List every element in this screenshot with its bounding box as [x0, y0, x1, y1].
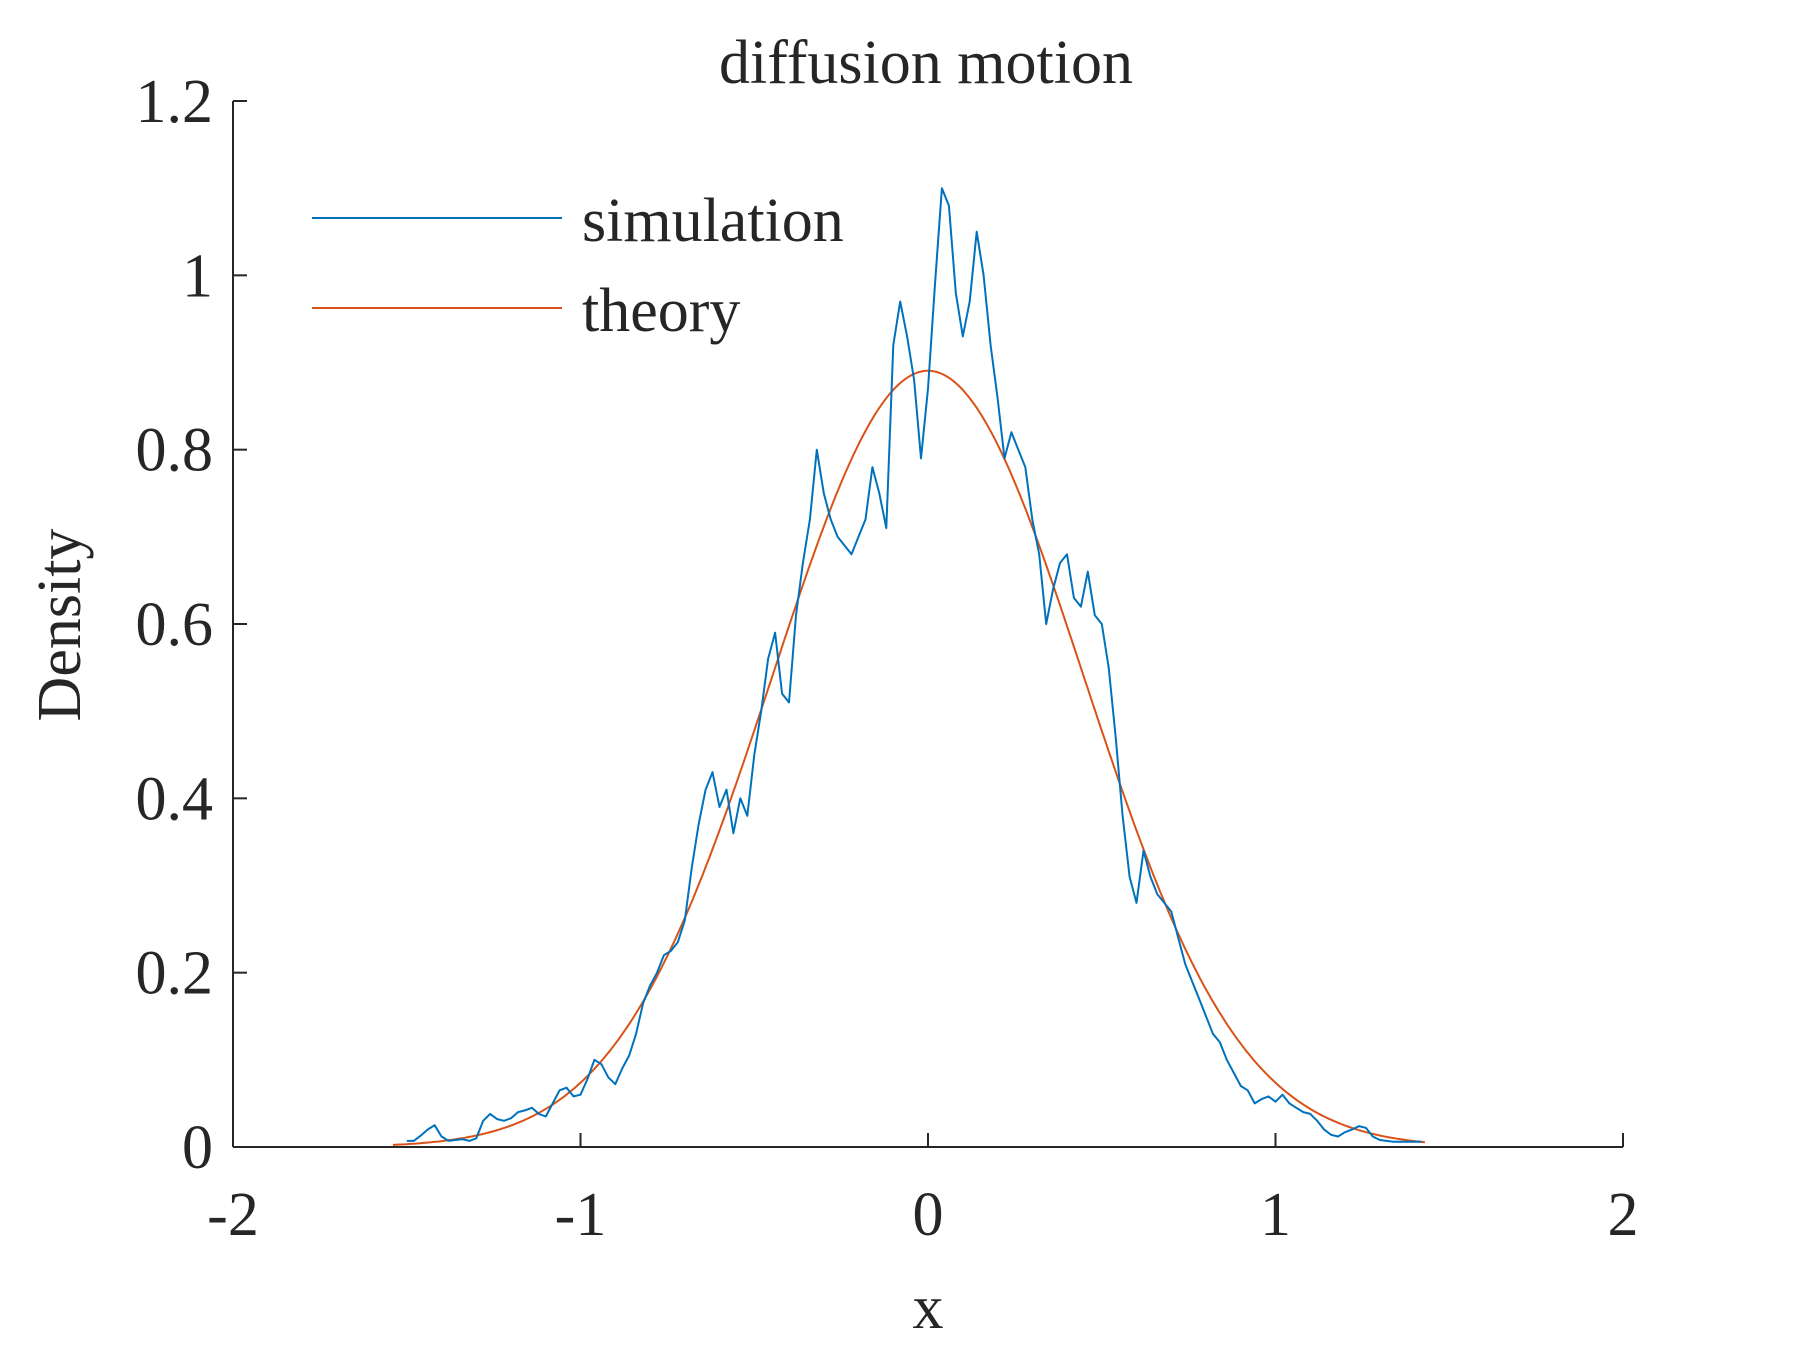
x-tick-label: 2 — [1608, 1181, 1639, 1249]
x-tick-label: -2 — [207, 1181, 259, 1249]
series-line-simulation — [406, 187, 1422, 1143]
chart-title: diffusion motion — [719, 29, 1133, 97]
y-tick-label: 0.6 — [136, 591, 214, 659]
y-tick-label: 0 — [182, 1114, 213, 1182]
y-tick-label: 0.8 — [136, 417, 214, 485]
x-axis-label: x — [913, 1274, 944, 1342]
y-axis-label: Density — [26, 529, 94, 722]
x-tick-label: -1 — [555, 1181, 607, 1249]
y-ticks: 0 0.2 0.4 0.6 0.8 1 1.2 — [136, 68, 247, 1182]
legend: simulation theory — [312, 187, 844, 345]
plot-area: -2 -1 0 1 2 0 0.2 0.4 0.6 0.8 1 1.2 — [136, 68, 1639, 1249]
x-ticks: -2 -1 0 1 2 — [207, 1133, 1639, 1249]
legend-label-theory: theory — [582, 277, 740, 345]
legend-label-simulation: simulation — [582, 187, 844, 255]
x-tick-label: 1 — [1260, 1181, 1291, 1249]
y-tick-label: 0.4 — [136, 765, 214, 833]
series-line-theory — [392, 369, 1425, 1146]
x-tick-label: 0 — [913, 1181, 944, 1249]
y-tick-label: 0.2 — [136, 940, 214, 1008]
y-tick-label: 1.2 — [136, 68, 214, 136]
y-tick-label: 1 — [182, 242, 213, 310]
